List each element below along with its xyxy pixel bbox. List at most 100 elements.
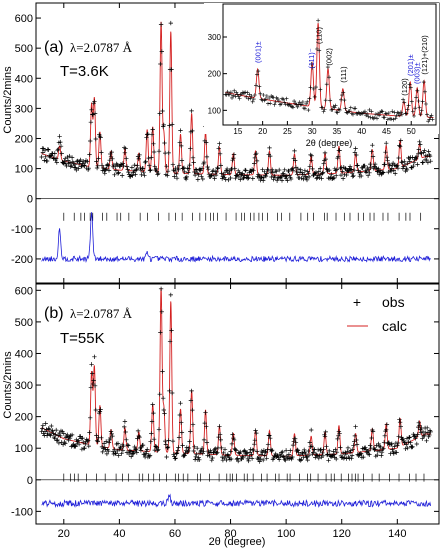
obs-point bbox=[150, 127, 155, 132]
obs-point bbox=[408, 440, 413, 445]
obs-point bbox=[298, 167, 303, 172]
obs-point bbox=[428, 429, 433, 435]
obs-point bbox=[156, 427, 162, 432]
obs-point bbox=[382, 162, 387, 167]
obs-point bbox=[54, 156, 59, 161]
obs-point bbox=[162, 140, 167, 146]
obs-point bbox=[135, 163, 140, 168]
obs-point bbox=[176, 445, 181, 450]
obs-point bbox=[217, 432, 223, 437]
obs-point bbox=[129, 454, 134, 459]
obs-point bbox=[286, 168, 292, 174]
obs-point bbox=[220, 176, 225, 181]
obs-point bbox=[231, 155, 236, 161]
obs-point bbox=[290, 168, 296, 173]
obs-point bbox=[427, 432, 432, 438]
inset-obs-point bbox=[410, 109, 415, 114]
y-tick-label: 100 bbox=[15, 164, 33, 176]
x-tick-label: 140 bbox=[388, 528, 406, 540]
obs-point bbox=[172, 174, 177, 179]
obs-point bbox=[98, 407, 103, 412]
panel-a-wavelength: λ=2.0787 Å bbox=[70, 40, 133, 55]
panel-b-label: (b) bbox=[44, 305, 64, 322]
obs-point bbox=[254, 151, 259, 156]
obs-point bbox=[303, 451, 308, 457]
obs-point bbox=[86, 166, 91, 171]
obs-point bbox=[319, 176, 324, 181]
obs-point bbox=[89, 362, 94, 367]
obs-point bbox=[188, 398, 194, 403]
obs-point bbox=[338, 445, 343, 450]
inset-obs-point bbox=[421, 80, 426, 85]
obs-point bbox=[223, 177, 228, 182]
obs-point bbox=[325, 452, 330, 457]
inset-obs-point bbox=[264, 94, 269, 98]
obs-point bbox=[143, 159, 148, 164]
obs-point bbox=[168, 292, 173, 298]
obs-point bbox=[392, 444, 397, 449]
obs-point bbox=[280, 449, 285, 455]
obs-point bbox=[267, 433, 272, 438]
obs-point bbox=[218, 437, 223, 443]
obs-point bbox=[384, 155, 390, 160]
obs-point bbox=[266, 433, 271, 438]
obs-point bbox=[108, 429, 114, 434]
obs-point bbox=[229, 456, 234, 462]
obs-point bbox=[347, 164, 353, 169]
obs-point bbox=[201, 159, 207, 165]
obs-point bbox=[199, 166, 205, 171]
obs-point bbox=[176, 435, 182, 440]
obs-point bbox=[55, 148, 60, 153]
obs-point bbox=[121, 443, 126, 449]
obs-point bbox=[73, 165, 78, 170]
inset-obs-point bbox=[300, 100, 305, 104]
obs-point bbox=[238, 177, 243, 182]
inset-x-tick-label: 45 bbox=[382, 127, 391, 136]
obs-point bbox=[302, 168, 308, 173]
obs-point bbox=[186, 170, 191, 175]
obs-point bbox=[201, 437, 207, 443]
inset-obs-point bbox=[369, 109, 374, 114]
inset-obs-point bbox=[228, 90, 233, 95]
inset-obs-point bbox=[243, 90, 248, 95]
inset-obs-point bbox=[373, 112, 378, 117]
obs-point bbox=[182, 169, 187, 175]
obs-point bbox=[168, 20, 173, 26]
obs-point bbox=[211, 450, 217, 455]
inset-peak-annotation: (121)+(210) bbox=[420, 35, 429, 75]
x-tick-label: 80 bbox=[224, 528, 236, 540]
obs-point bbox=[191, 160, 196, 165]
obs-point bbox=[69, 163, 74, 168]
obs-point bbox=[98, 135, 103, 140]
obs-point bbox=[156, 447, 161, 452]
obs-point bbox=[261, 457, 266, 463]
inset-obs-point bbox=[408, 85, 413, 90]
obs-point bbox=[120, 173, 125, 178]
obs-point bbox=[151, 410, 156, 416]
obs-point bbox=[283, 448, 289, 453]
obs-point bbox=[323, 429, 328, 435]
obs-point bbox=[182, 453, 187, 458]
obs-point bbox=[127, 448, 132, 454]
obs-point bbox=[258, 456, 263, 462]
inset-obs-point bbox=[257, 84, 262, 89]
obs-point bbox=[173, 456, 178, 461]
obs-point bbox=[284, 173, 289, 179]
inset-obs-point bbox=[232, 88, 237, 93]
obs-point bbox=[115, 171, 121, 176]
obs-point bbox=[221, 172, 226, 178]
obs-point bbox=[76, 442, 82, 447]
obs-point bbox=[306, 448, 311, 454]
obs-point bbox=[331, 452, 337, 457]
obs-point bbox=[386, 169, 391, 175]
obs-point bbox=[197, 457, 202, 462]
inset-obs-point bbox=[271, 95, 276, 100]
obs-point bbox=[293, 158, 298, 163]
obs-point bbox=[240, 455, 246, 460]
inset-peak-annotation: (111)⁻ bbox=[307, 48, 316, 68]
obs-point bbox=[170, 390, 175, 396]
obs-point bbox=[288, 176, 294, 182]
inset-obs-point bbox=[306, 108, 311, 113]
obs-point bbox=[295, 166, 301, 172]
obs-point bbox=[158, 22, 164, 27]
